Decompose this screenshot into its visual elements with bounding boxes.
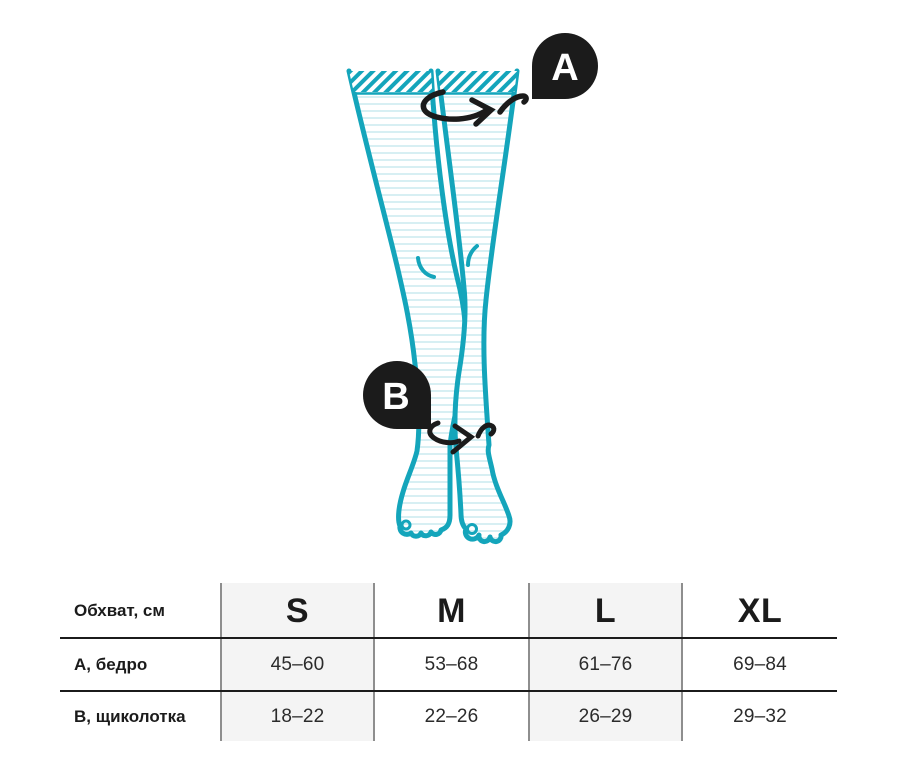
thigh-value-xl: 69–84 (683, 637, 837, 690)
thigh-circumference-arrow-icon (420, 89, 529, 127)
cutoff-hatch-band (349, 71, 517, 95)
thigh-value-s: 45–60 (220, 637, 375, 690)
toe-details (400, 519, 478, 535)
marker-a-pin: A (532, 33, 598, 99)
ankle-circumference-arrow-icon (427, 420, 497, 455)
row-label-ankle: В, щиколотка (60, 690, 220, 741)
thigh-value-m: 53–68 (375, 637, 528, 690)
size-header-xl: XL (737, 591, 783, 630)
size-header-m: M (437, 591, 466, 630)
size-header-s: S (285, 591, 310, 630)
ankle-value-s: 18–22 (220, 690, 375, 741)
size-header-l: L (594, 591, 617, 630)
size-table: Обхват, см S M L XL А, бедро 45–60 53–68… (60, 583, 837, 741)
ankle-value-m: 22–26 (375, 690, 528, 741)
marker-b-label: B (382, 376, 409, 418)
thigh-value-l: 61–76 (528, 637, 683, 690)
size-column-highlight-s (220, 583, 375, 741)
legs-illustration: A B (0, 33, 598, 565)
legs-outline (349, 71, 517, 542)
marker-a-label: A (551, 47, 578, 89)
size-column-highlight-l (528, 583, 683, 741)
measurement-unit-label: Обхват, см (74, 601, 165, 620)
row-label-thigh: А, бедро (60, 637, 220, 690)
ankle-value-l: 26–29 (528, 690, 683, 741)
marker-b-pin: B (363, 361, 431, 429)
ankle-value-xl: 29–32 (683, 690, 837, 741)
knee-crease-marks (416, 244, 479, 279)
